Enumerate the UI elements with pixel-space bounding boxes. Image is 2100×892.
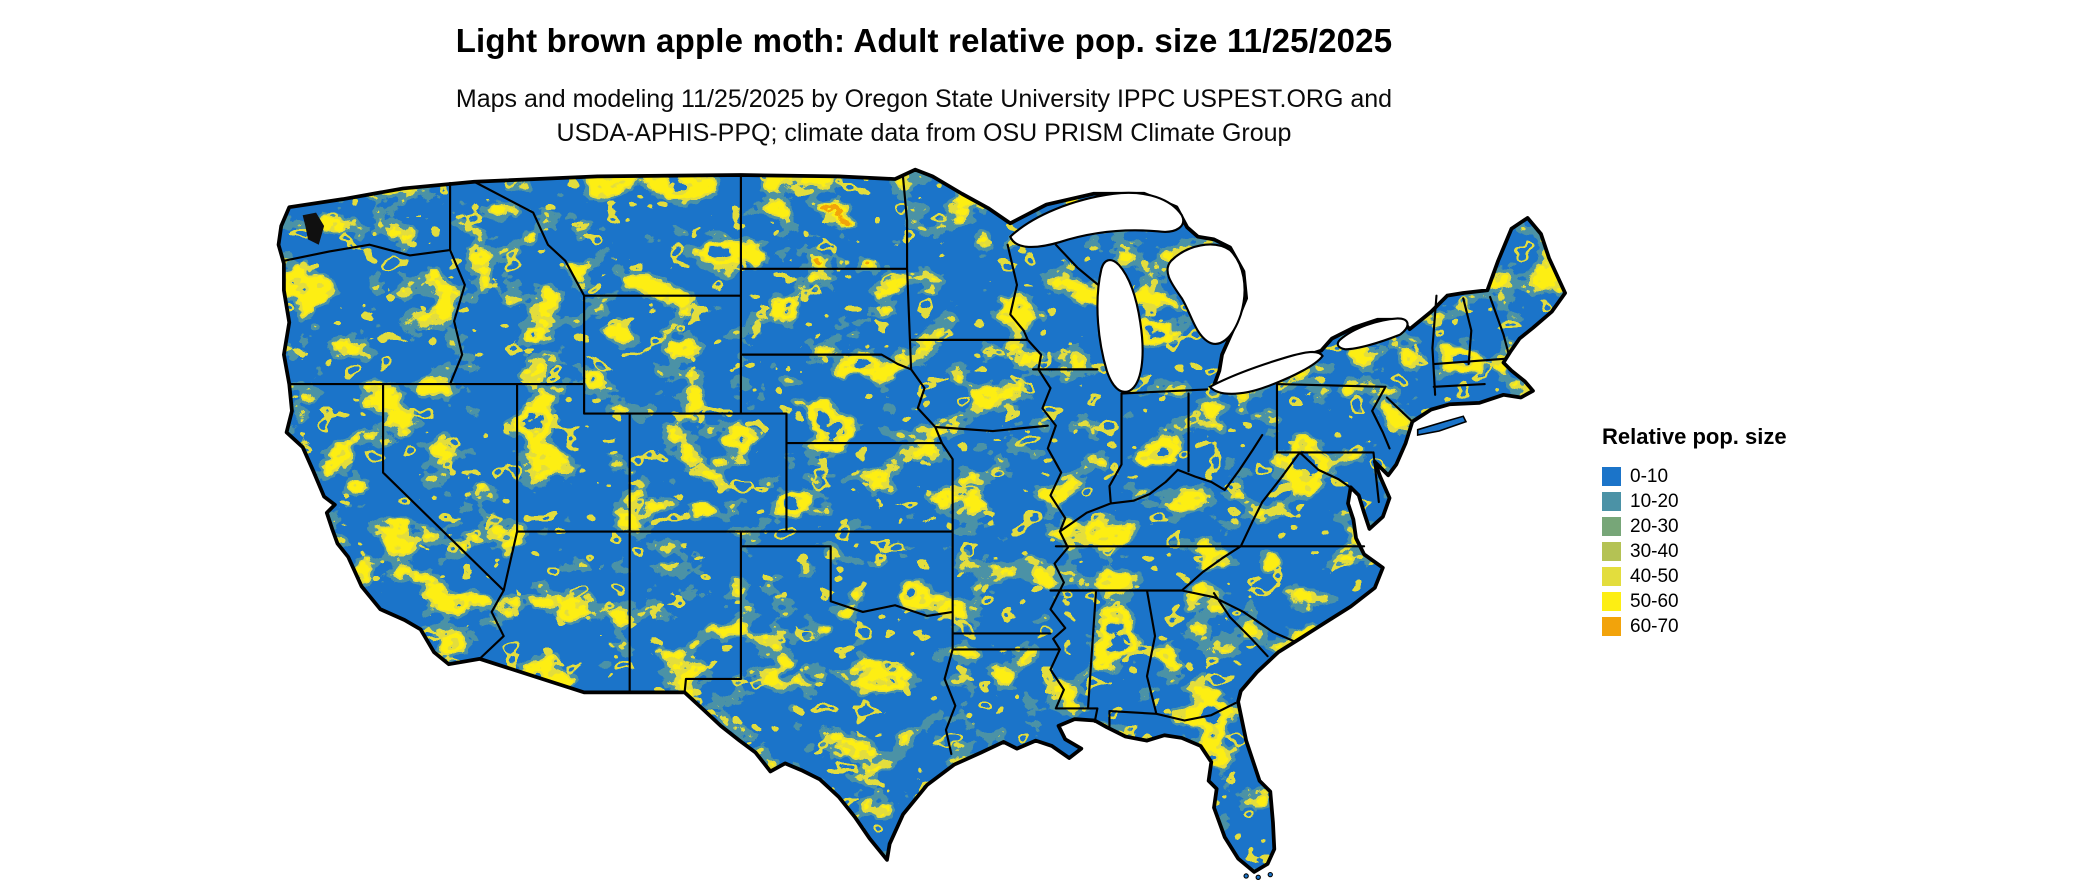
- legend-swatch: [1602, 492, 1621, 511]
- legend-item: 20-30: [1602, 514, 1787, 539]
- lake-erie: [1208, 350, 1324, 395]
- legend-swatch: [1602, 467, 1621, 486]
- legend: Relative pop. size 0-10 10-20 20-30 30-40 40…: [1602, 424, 1787, 639]
- lake-michigan: [1096, 259, 1144, 393]
- legend-items: 0-10 10-20 20-30 30-40 40-50 50-60 60-70: [1602, 464, 1787, 639]
- lake-superior: [1009, 191, 1185, 248]
- legend-item-label: 60-70: [1630, 615, 1679, 637]
- legend-item-label: 0-10: [1630, 465, 1669, 487]
- legend-swatch: [1602, 567, 1621, 586]
- florida-keys: [1243, 871, 1273, 880]
- legend-item: 0-10: [1602, 464, 1787, 489]
- legend-item-label: 40-50: [1630, 565, 1679, 587]
- legend-swatch: [1602, 542, 1621, 561]
- great-lakes: [1009, 191, 1409, 395]
- map-container: [275, 167, 1570, 884]
- legend-item-label: 20-30: [1630, 515, 1679, 537]
- subtitle-line-1: Maps and modeling 11/25/2025 by Oregon S…: [455, 85, 1393, 113]
- legend-swatch: [1602, 592, 1621, 611]
- lake-ontario: [1336, 317, 1409, 351]
- puget-sound-region: [302, 212, 325, 245]
- us-population-map: [276, 167, 1567, 880]
- pop-speckle-60-70-hotspot: [805, 196, 913, 275]
- nation-outline: [276, 167, 1567, 874]
- legend-swatch: [1602, 517, 1621, 536]
- long-island: [1416, 415, 1468, 437]
- subtitle-line-2: USDA-APHIS-PPQ; climate data from OSU PR…: [556, 119, 1292, 147]
- legend-item-label: 50-60: [1630, 590, 1679, 612]
- legend-item-label: 30-40: [1630, 540, 1679, 562]
- legend-item: 30-40: [1602, 539, 1787, 564]
- legend-title: Relative pop. size: [1602, 424, 1787, 449]
- legend-swatch: [1602, 617, 1621, 636]
- page-title: Light brown apple moth: Adult relative p…: [455, 22, 1393, 59]
- legend-item: 40-50: [1602, 564, 1787, 589]
- state-borders: [282, 173, 1510, 756]
- legend-item-label: 10-20: [1630, 490, 1679, 512]
- subtitle: Maps and modeling 11/25/2025 by Oregon S…: [0, 82, 1848, 150]
- legend-item: 10-20: [1602, 489, 1787, 514]
- legend-item: 50-60: [1602, 589, 1787, 614]
- legend-item: 60-70: [1602, 614, 1787, 639]
- lake-huron: [1166, 243, 1246, 345]
